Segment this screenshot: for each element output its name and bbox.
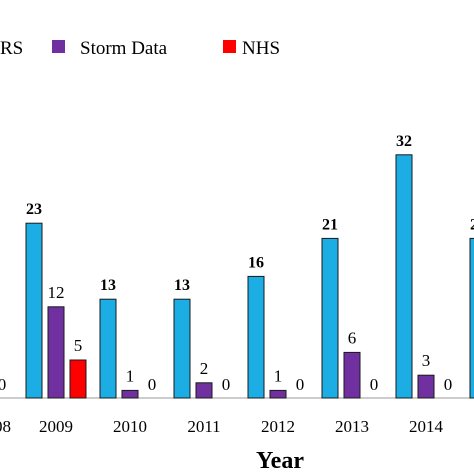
legend-swatch-nhs [223,40,236,53]
legend-label-nhs: NHS [242,38,280,59]
value-label-2013-series-2: 0 [370,375,379,394]
x-tick-2010: 2010 [113,417,147,436]
legend-label-rs: RS [0,38,23,59]
bar-2013-series-1 [343,351,361,399]
value-label-2011-series-2: 0 [222,375,231,394]
value-label-2009-series-1: 12 [48,283,65,302]
legend: RS Storm Data NHS [0,38,280,59]
value-label-2010-series-2: 0 [148,375,157,394]
x-tick-2009: 2009 [39,417,73,436]
value-label-2014-series-1: 3 [422,351,431,370]
bar-2013-series-0 [321,237,339,399]
x-tick-2012: 2012 [261,417,295,436]
value-label-partial-left: 0 [0,375,6,394]
bar-2012-series-1 [269,389,287,399]
bar-2009-series-2 [69,359,87,399]
bar-2010-series-1 [121,389,139,399]
value-label-2011-series-1: 2 [200,359,209,378]
x-axis-title: Year [256,448,304,474]
value-label-2013-series-0: 21 [322,216,338,233]
bar-2010-series-0 [99,298,117,399]
value-label-2009-series-0: 23 [26,201,42,218]
x-tick-2011: 2011 [187,417,220,436]
value-label-2014-series-0: 32 [396,133,412,150]
bar-2014-series-0 [395,154,413,399]
value-label-partial-right: 21 [470,216,474,233]
bars-group [25,154,474,399]
bar-2011-series-0 [173,298,191,399]
x-tick-partial-left: 08 [0,417,11,436]
bar-2009-series-1 [47,306,65,399]
value-label-2010-series-1: 1 [126,366,135,385]
legend-label-storm-data: Storm Data [80,38,168,59]
value-label-2012-series-2: 0 [296,375,305,394]
bar-2014-series-1 [417,374,435,399]
value-label-2013-series-1: 6 [348,328,357,347]
value-label-2009-series-2: 5 [74,336,83,355]
bar-2009-series-0 [25,222,43,399]
value-labels-group: 2312513101320161021603230021 [0,133,474,394]
bar-2011-series-1 [195,382,213,399]
x-ticks-group: 200920102011201220132014082015 [0,417,444,436]
bar-partial-right-series-0 [469,237,474,399]
bar-2012-series-0 [247,275,265,399]
x-tick-2014: 2014 [409,417,444,436]
value-label-2012-series-0: 16 [248,254,264,271]
value-label-2012-series-1: 1 [274,366,283,385]
value-label-2010-series-0: 13 [100,277,116,294]
value-label-2011-series-0: 13 [174,277,190,294]
legend-swatch-storm-data [52,40,65,53]
x-tick-2013: 2013 [335,417,369,436]
value-label-2014-series-2: 0 [444,375,453,394]
